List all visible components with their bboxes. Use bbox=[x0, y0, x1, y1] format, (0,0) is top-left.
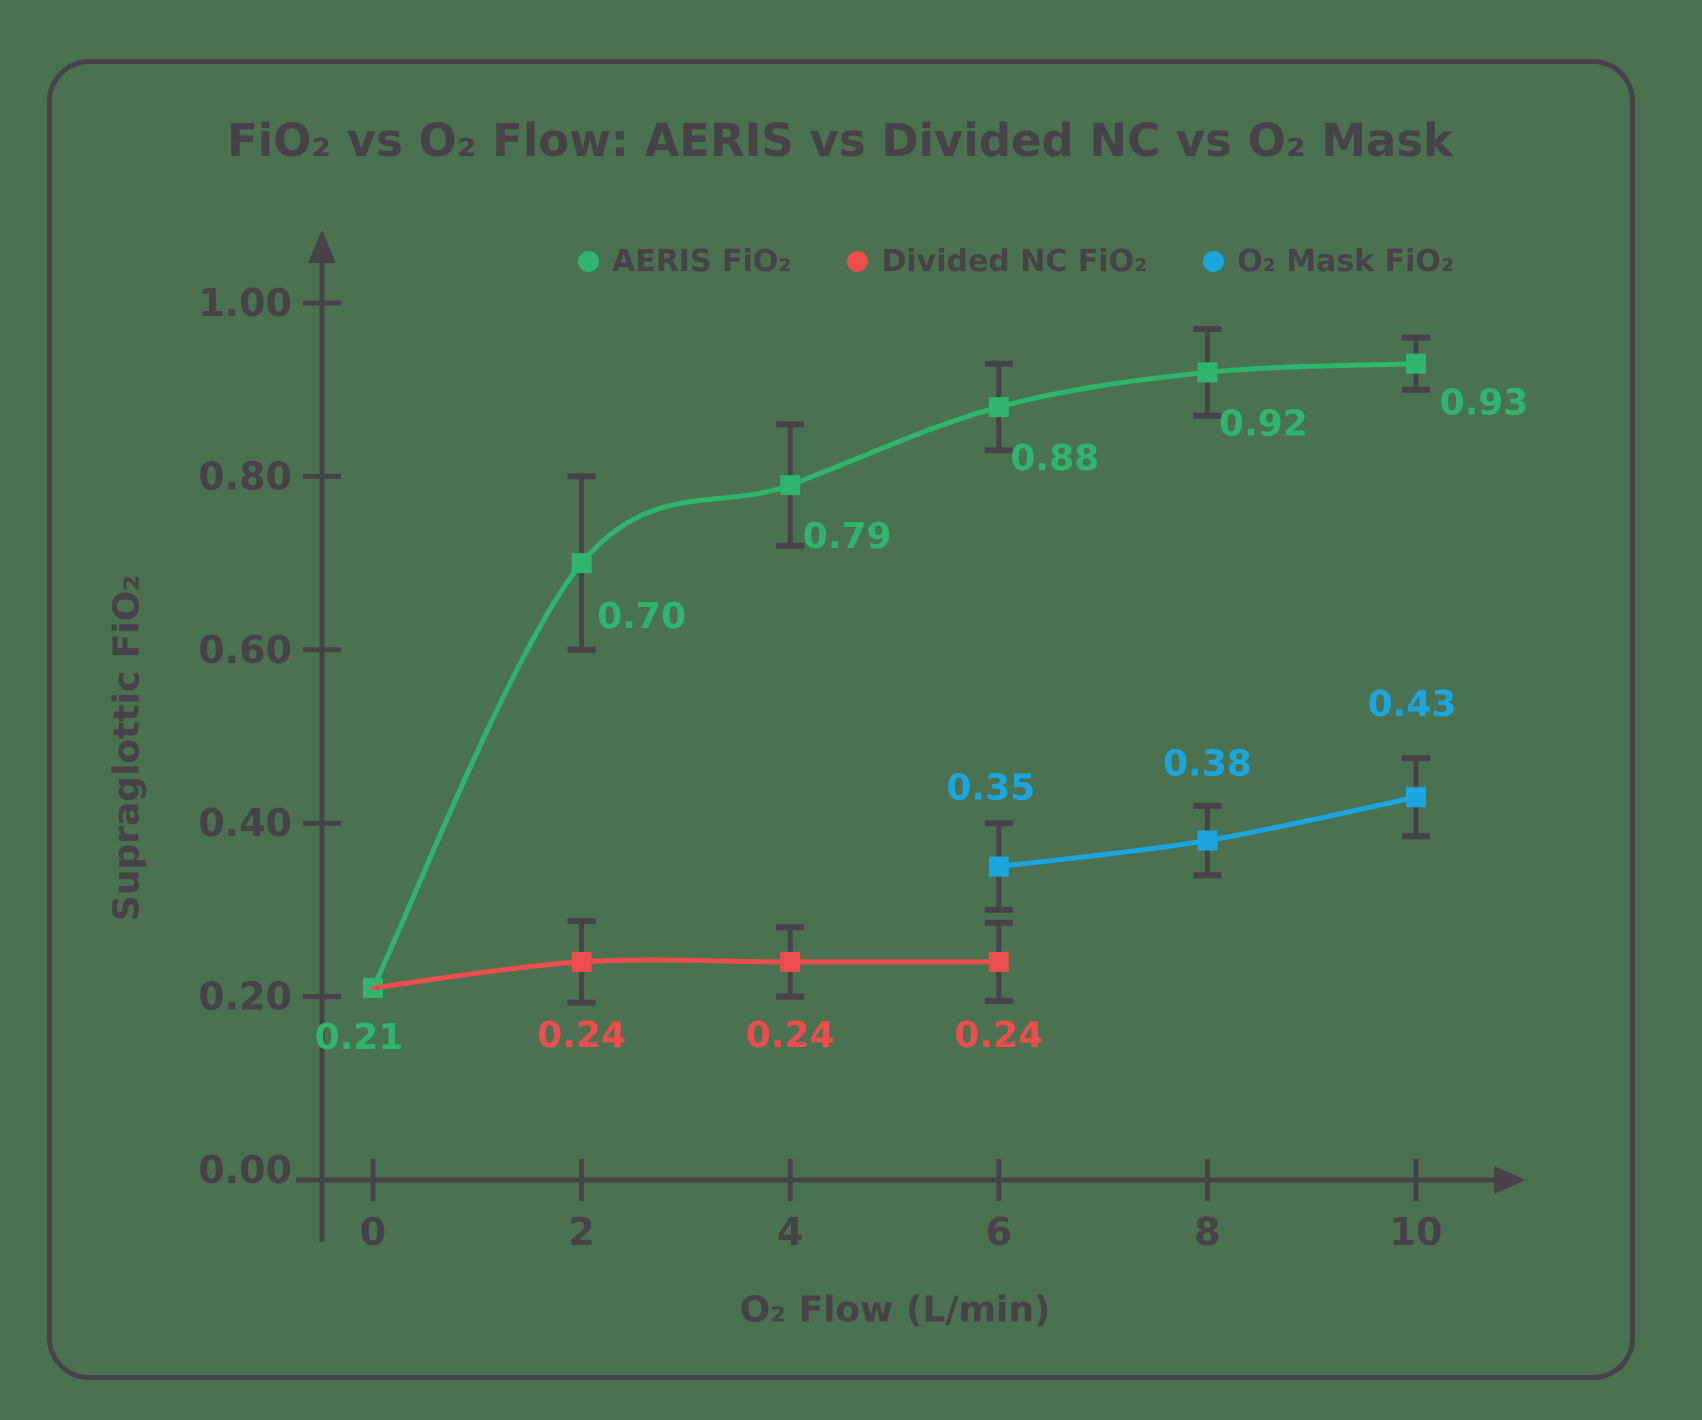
x-tick-label: 10 bbox=[1390, 1210, 1443, 1254]
data-point-label: 0.79 bbox=[803, 516, 892, 557]
y-tick-label: 0.20 bbox=[198, 975, 292, 1019]
legend-label-aeris: AERIS FiO₂ bbox=[612, 244, 792, 279]
data-point-label: 0.93 bbox=[1440, 383, 1529, 424]
data-point-marker bbox=[988, 397, 1009, 418]
legend-label-o2-mask: O₂ Mask FiO₂ bbox=[1237, 244, 1455, 279]
y-axis-arrow-icon bbox=[308, 230, 336, 263]
legend-dot-aeris-icon bbox=[578, 251, 599, 272]
data-point-marker bbox=[571, 951, 592, 972]
y-tick-label: 0.80 bbox=[198, 454, 292, 498]
x-tick-label: 4 bbox=[777, 1210, 803, 1254]
data-point-marker bbox=[571, 553, 592, 574]
data-point-marker bbox=[780, 475, 801, 496]
data-point-label: 0.24 bbox=[746, 1015, 835, 1056]
data-point-marker bbox=[1197, 830, 1218, 851]
legend-label-divided-nc: Divided NC FiO₂ bbox=[881, 244, 1148, 279]
data-point-marker bbox=[988, 951, 1009, 972]
series-line-0 bbox=[370, 361, 1419, 991]
chart-title: FiO₂ vs O₂ Flow: AERIS vs Divided NC vs … bbox=[226, 114, 1454, 167]
data-point-label: 0.92 bbox=[1219, 403, 1308, 444]
data-point-label: 0.88 bbox=[1010, 438, 1099, 479]
y-tick-label: 0.40 bbox=[198, 801, 292, 845]
data-point-label: 0.43 bbox=[1368, 684, 1457, 725]
legend-dot-o2-mask-icon bbox=[1203, 251, 1225, 272]
legend-item-aeris: AERIS FiO₂ bbox=[578, 244, 791, 279]
y-axis-label: Supraglottic FiO₂ bbox=[106, 574, 148, 922]
x-tick-label: 6 bbox=[986, 1210, 1012, 1254]
legend-item-o2-mask: O₂ Mask FiO₂ bbox=[1203, 244, 1454, 279]
data-point-label: 0.24 bbox=[954, 1015, 1043, 1056]
data-point-marker bbox=[1406, 353, 1426, 374]
data-point-marker bbox=[988, 856, 1009, 877]
data-point-marker bbox=[780, 951, 801, 972]
x-axis-label: O₂ Flow (L/min) bbox=[739, 1289, 1051, 1331]
x-tick-label: 8 bbox=[1194, 1210, 1220, 1254]
y-tick-label: 0.60 bbox=[198, 628, 292, 672]
data-point-marker bbox=[1197, 362, 1218, 383]
series-line-1 bbox=[370, 957, 1002, 991]
data-point-label: 0.70 bbox=[597, 596, 686, 637]
data-point-label: 0.21 bbox=[315, 1017, 404, 1058]
data-point-label: 0.38 bbox=[1163, 744, 1252, 785]
y-tick-label: 0.00 bbox=[198, 1148, 292, 1192]
legend-dot-divided-nc-icon bbox=[847, 251, 869, 272]
legend: AERIS FiO₂ Divided NC FiO₂ O₂ Mask FiO₂ bbox=[578, 244, 1454, 279]
x-tick-label: 0 bbox=[360, 1210, 386, 1254]
data-point-marker bbox=[1406, 787, 1426, 808]
x-axis-arrow-icon bbox=[1494, 1166, 1526, 1194]
data-point-label: 0.24 bbox=[537, 1015, 626, 1056]
legend-item-divided-nc: Divided NC FiO₂ bbox=[847, 244, 1147, 279]
y-tick-label: 1.00 bbox=[198, 281, 292, 325]
data-point-label: 0.35 bbox=[946, 768, 1035, 809]
x-tick-label: 2 bbox=[568, 1210, 594, 1254]
chart-card bbox=[47, 59, 1635, 1380]
